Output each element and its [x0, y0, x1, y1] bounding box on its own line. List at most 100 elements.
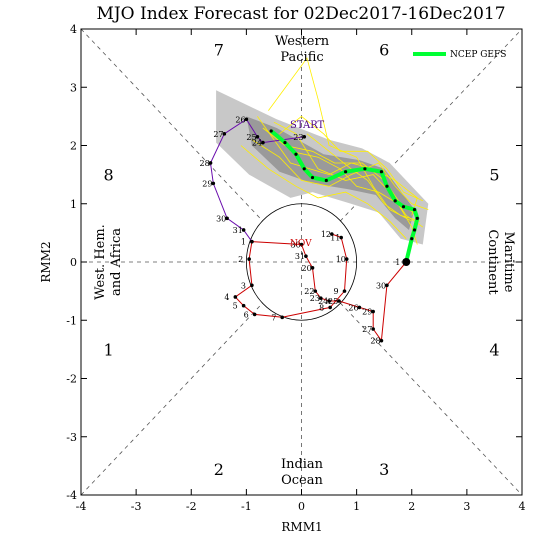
start-label: START	[290, 120, 325, 131]
observed-point	[318, 296, 323, 300]
x-tick-label: -2	[186, 500, 197, 513]
diagonal-line	[80, 302, 264, 496]
ensemble-member-line	[257, 116, 418, 216]
phase-number: 1	[103, 340, 113, 359]
unit-circle	[245, 203, 358, 321]
observed-point	[250, 239, 254, 244]
observed-point-label: 2	[238, 255, 243, 264]
forecast-point	[401, 205, 406, 209]
observed-point-label: 23	[310, 294, 320, 303]
observed-point-label: 23	[293, 133, 303, 142]
x-tick-label: -4	[76, 500, 87, 513]
observed-point-label: 25	[328, 297, 338, 306]
observed-point-label: 30	[291, 241, 301, 250]
y-tick-label: 0	[70, 256, 77, 269]
observed-point-label: 26	[235, 115, 245, 124]
observed-point-label: 11	[330, 234, 340, 243]
y-tick-label: 4	[70, 23, 77, 36]
x-tick-label: -1	[241, 500, 252, 513]
observed-point-label: 26	[348, 303, 358, 312]
observed-point-label: 8	[319, 303, 324, 312]
region-bottom-line2: Ocean	[281, 473, 323, 488]
observed-point-label: 3	[241, 281, 246, 290]
forecast-point	[310, 175, 315, 180]
observed-point	[280, 315, 285, 320]
observed-point	[241, 303, 246, 308]
observed-point-label: 1	[395, 258, 400, 267]
ensemble-member-line	[306, 133, 421, 222]
region-left-line1: West. Hem.	[93, 224, 108, 300]
x-tick-label: 4	[519, 500, 526, 513]
forecast-point	[344, 170, 348, 174]
observed-point	[344, 257, 349, 261]
observed-point	[342, 289, 347, 293]
observed-point	[241, 228, 246, 232]
ensemble-member-line	[262, 127, 418, 234]
forecast-end-point	[402, 258, 411, 266]
legend-label: NCEP GEFS	[450, 50, 506, 60]
forecast-point	[410, 237, 414, 241]
observed-point	[385, 283, 389, 288]
observed-point	[330, 232, 334, 236]
observed-point-label: 30	[376, 281, 386, 290]
observed-point	[261, 140, 265, 145]
x-tick-label: -3	[131, 500, 142, 513]
observed-point-label: 12	[321, 230, 331, 239]
phase-number: 6	[379, 40, 389, 59]
observed-point	[211, 181, 216, 186]
phase-number: 4	[489, 340, 499, 359]
observed-point	[337, 299, 341, 303]
region-top-line1: Western	[275, 34, 330, 49]
observed-point	[327, 299, 331, 303]
region-left-line2: and Africa	[109, 228, 124, 296]
observed-point-label: 6	[244, 310, 249, 319]
legend: NCEP GEFS	[413, 50, 506, 60]
forecast-point	[302, 167, 306, 171]
observed-point-label: 30	[216, 214, 226, 223]
observed-point	[299, 242, 304, 247]
observed-point	[310, 266, 315, 270]
forecast-point	[379, 170, 384, 174]
observed-point-label: 22	[304, 287, 314, 296]
chart-title: MJO Index Forecast for 02Dec2017-16Dec20…	[96, 4, 505, 24]
observed-point-label: 4	[224, 293, 229, 302]
observed-point	[247, 257, 251, 261]
region-bottom-line1: Indian	[281, 457, 324, 472]
x-axis-label: RMM1	[281, 520, 322, 534]
ensemble-member-line	[279, 115, 423, 202]
forecast-point	[393, 199, 397, 203]
observed-point	[208, 161, 213, 165]
observed-point	[379, 338, 384, 343]
y-tick-label: 1	[70, 198, 77, 211]
x-tick-label: 3	[463, 500, 470, 513]
x-tick-label: 0	[298, 500, 305, 513]
observed-point-label: 25	[246, 133, 256, 142]
observed-point-label: 20	[302, 264, 312, 273]
observed-trajectory-line	[209, 118, 305, 242]
nov-label: NOV	[290, 239, 312, 249]
phase-number: 7	[214, 40, 224, 59]
observed-point	[222, 132, 227, 136]
observed-point	[328, 305, 332, 310]
forecast-point	[363, 167, 367, 171]
forecast-point	[324, 178, 328, 183]
observed-point	[371, 309, 375, 314]
ensemble-members	[240, 57, 429, 245]
observed-point	[339, 235, 343, 240]
region-right-line2: Continent	[485, 229, 500, 295]
observed-point	[255, 134, 260, 139]
forecast-point	[269, 129, 273, 133]
y-tick-label: 2	[70, 140, 77, 153]
phase-number: 2	[214, 460, 224, 479]
ensemble-member-line	[273, 121, 424, 228]
forecast-point	[385, 184, 389, 188]
observed-point	[233, 295, 238, 299]
y-tick-label: -4	[66, 489, 77, 502]
observed-point	[244, 117, 249, 122]
observed-point	[225, 216, 229, 221]
observed-point-label: 7	[271, 313, 276, 322]
forecast-spread	[216, 90, 429, 245]
